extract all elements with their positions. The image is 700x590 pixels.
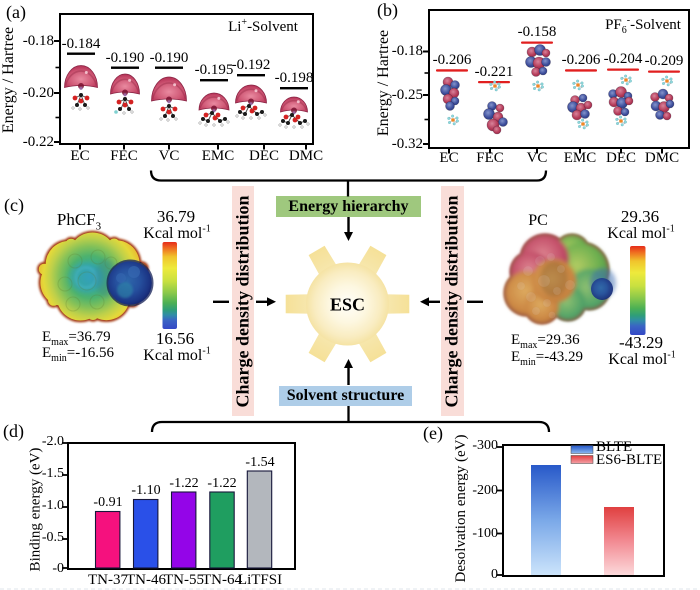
svg-text:ESC: ESC: [330, 295, 365, 315]
